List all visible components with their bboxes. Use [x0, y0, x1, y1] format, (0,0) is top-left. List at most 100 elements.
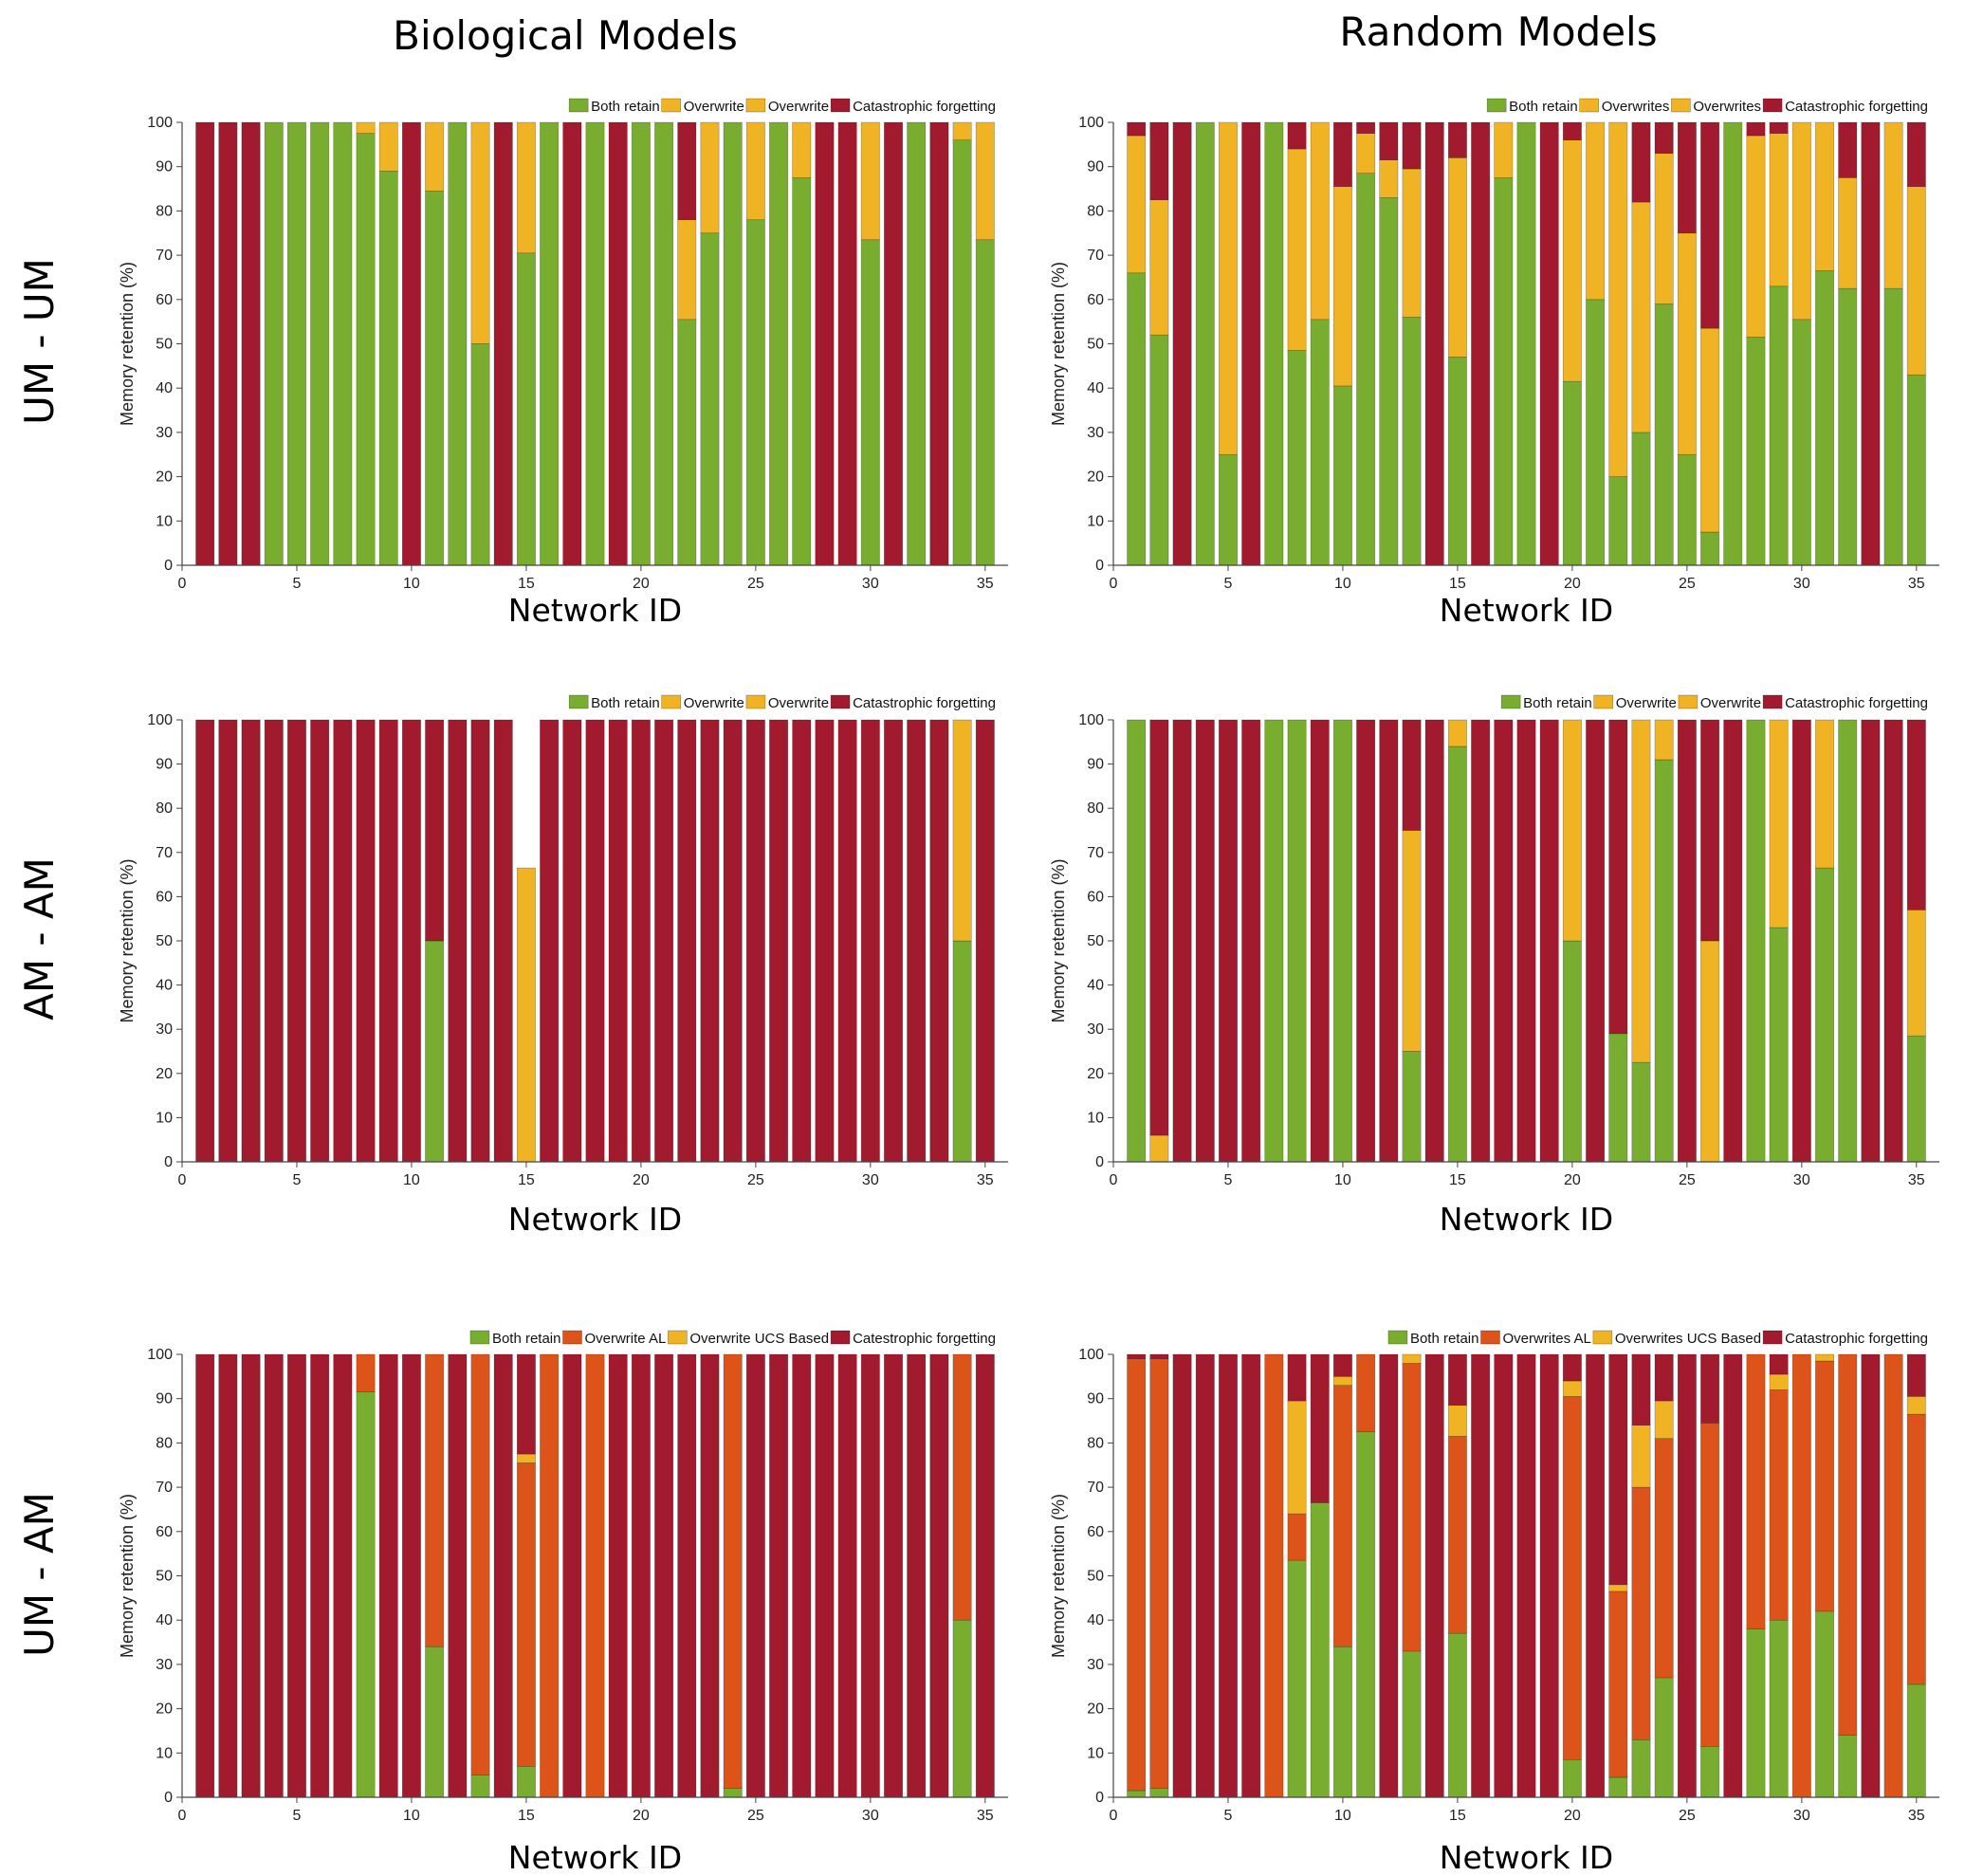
- x-tick-label: 30: [862, 1172, 879, 1188]
- legend-swatch: [668, 1330, 688, 1345]
- y-tick-label: 50: [156, 337, 173, 353]
- bar-segment: [1356, 121, 1376, 134]
- bar-segment: [585, 1353, 605, 1798]
- y-tick-label: 80: [156, 800, 173, 817]
- x-tick-label: 30: [862, 576, 879, 592]
- bar-segment: [1562, 1396, 1582, 1760]
- bar-segment: [241, 1353, 261, 1798]
- bar-segment: [975, 719, 995, 1163]
- bar-segment: [470, 1775, 490, 1798]
- y-tick-label: 0: [1095, 1790, 1104, 1806]
- x-tick-label: 25: [1679, 1808, 1696, 1824]
- x-tick-label: 0: [178, 1172, 187, 1188]
- legend-swatch: [469, 1330, 490, 1345]
- x-tick-label: 0: [178, 1808, 187, 1824]
- x-tick-label: 20: [1564, 1808, 1581, 1824]
- bar-segment: [792, 1353, 812, 1798]
- x-tick-label: 0: [1110, 1172, 1118, 1188]
- bar-segment: [1631, 121, 1651, 203]
- legend-swatch: [745, 694, 766, 709]
- bar-segment: [975, 239, 995, 566]
- bar-segment: [1241, 719, 1261, 1163]
- y-tick-label: 100: [1078, 712, 1104, 728]
- bar-segment: [1700, 1423, 1720, 1747]
- x-tick-label: 10: [1334, 1172, 1351, 1188]
- bar-segment: [1447, 157, 1467, 358]
- bar-segment: [356, 121, 376, 134]
- bar-segment: [1838, 1735, 1858, 1798]
- legend: Both retain Overwrites AL Overwrites UCS B…: [1387, 1330, 1928, 1347]
- bar-segment: [1379, 197, 1399, 566]
- bar-segment: [1769, 285, 1789, 566]
- bar-segment: [1700, 1746, 1720, 1798]
- bar-segment: [1677, 719, 1697, 1163]
- legend-swatch: [1762, 98, 1783, 113]
- bar-segment: [631, 1353, 651, 1798]
- legend-label: Overwrite: [1616, 695, 1677, 711]
- bar-segment: [1241, 1353, 1261, 1798]
- bar-segment: [1402, 1363, 1422, 1652]
- bar-segment: [929, 121, 949, 566]
- legend-swatch: [1593, 694, 1614, 709]
- bar-segment: [1149, 1134, 1169, 1163]
- legend-label: Both retain: [1523, 695, 1592, 711]
- y-tick-label: 60: [156, 1524, 173, 1540]
- legend-label: Catastrophic forgetting: [853, 695, 996, 711]
- bar-segment: [1791, 1353, 1811, 1798]
- bar-segment: [631, 121, 651, 566]
- bar-segment: [1700, 940, 1720, 1163]
- bar-segment: [562, 719, 582, 1163]
- bar-segment: [1539, 1353, 1559, 1798]
- x-axis-label: Network ID: [1440, 1201, 1613, 1238]
- bar-segment: [1471, 1353, 1491, 1798]
- bar-segment: [1379, 719, 1399, 1163]
- bar-segment: [1562, 380, 1582, 566]
- bar-segment: [493, 121, 513, 566]
- bar-segment: [1631, 1738, 1651, 1798]
- bar-segment: [1424, 719, 1444, 1163]
- bar-segment: [952, 940, 972, 1163]
- bar-segment: [1471, 121, 1491, 566]
- bar-segment: [1746, 121, 1766, 137]
- legend-label: Catastrophic forgetting: [853, 99, 996, 115]
- legend-label: Overwrite: [684, 695, 744, 711]
- legend-swatch: [1480, 1330, 1500, 1345]
- bar-segment: [769, 719, 789, 1163]
- bar-segment: [1562, 1759, 1582, 1798]
- bar-segment: [654, 719, 674, 1163]
- bar-segment: [516, 121, 536, 254]
- x-axis-label: Network ID: [508, 1839, 682, 1876]
- y-tick-label: 100: [1078, 115, 1104, 131]
- legend-swatch: [830, 694, 851, 709]
- bar-segment: [1906, 1396, 1926, 1415]
- y-tick-label: 30: [156, 1021, 173, 1038]
- legend-swatch: [1500, 694, 1521, 709]
- bar-segment: [286, 121, 306, 566]
- x-tick-label: 25: [1679, 1172, 1696, 1188]
- bar-segment: [1906, 1353, 1926, 1397]
- bar-segment: [1815, 1360, 1835, 1612]
- y-tick-label: 80: [1087, 1435, 1104, 1451]
- bar-segment: [745, 719, 765, 1163]
- bar-segment: [540, 121, 560, 566]
- bar-segment: [1608, 1591, 1628, 1778]
- bar-segment: [1287, 121, 1307, 150]
- bar-segment: [1608, 1584, 1628, 1592]
- bar-segment: [1746, 719, 1766, 1163]
- bar-segment: [1447, 357, 1467, 566]
- bar-segment: [356, 1353, 376, 1392]
- bar-segment: [1654, 153, 1674, 304]
- bar-segment: [1356, 719, 1376, 1163]
- x-axis-label: Network ID: [1440, 1839, 1613, 1876]
- bar-segment: [1654, 719, 1674, 761]
- bar-segment: [241, 719, 261, 1163]
- chart-panel-2: 0 10 20 30 40 50 60 70 80 90 100 0 5 10 15 20 25 30 35 Netw…: [1049, 98, 1939, 629]
- bar-segment: [1562, 1380, 1582, 1397]
- bar-segment: [1149, 199, 1169, 336]
- y-tick-label: 0: [164, 558, 173, 574]
- bar-segment: [1700, 121, 1720, 329]
- y-tick-label: 40: [156, 380, 173, 396]
- legend-swatch: [661, 694, 682, 709]
- legend-swatch: [562, 1330, 582, 1345]
- chart-panel-1: 0 10 20 30 40 50 60 70 80 90 100 0 5 10 15 20 25 30 35 Netw…: [118, 98, 1008, 629]
